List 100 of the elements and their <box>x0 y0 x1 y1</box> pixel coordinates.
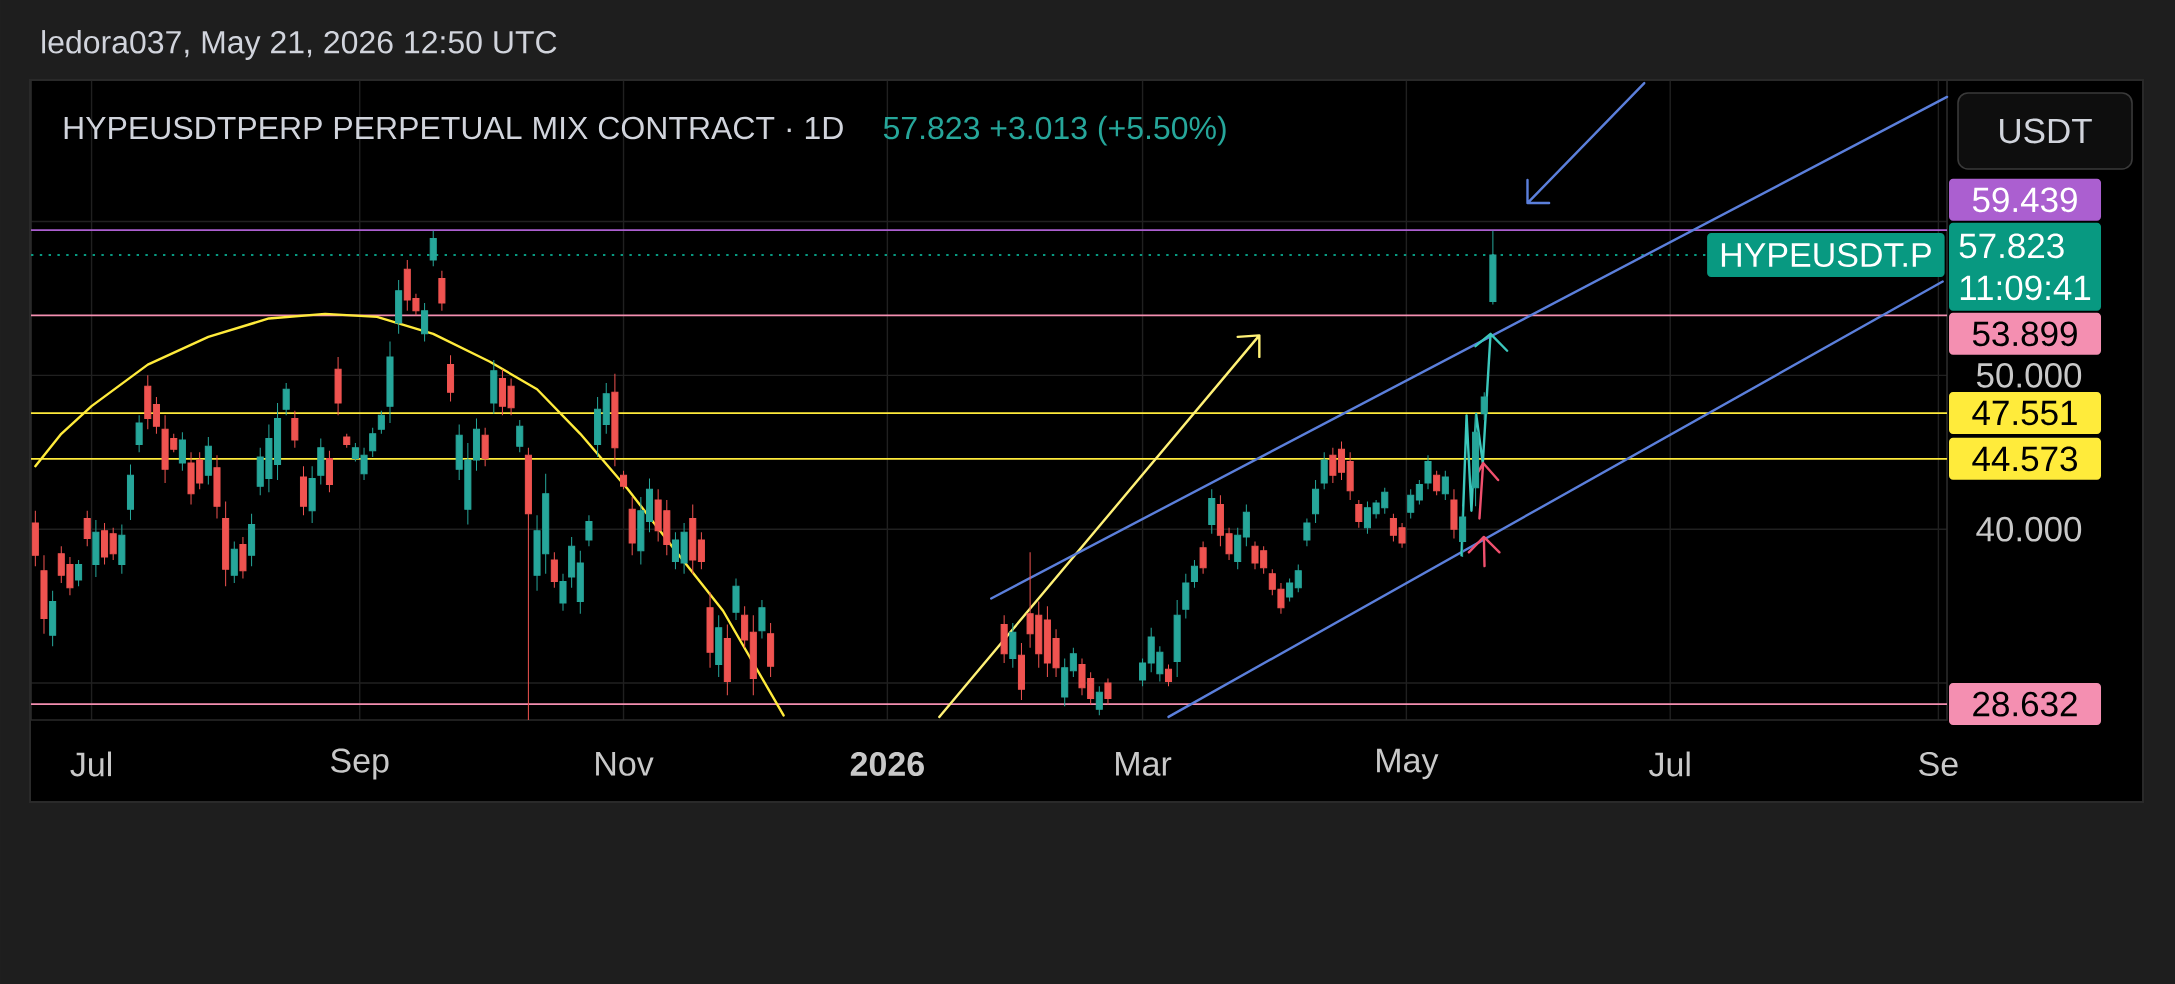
y-tick-label: 40.000 <box>1976 516 2082 542</box>
candlestick <box>1182 573 1190 619</box>
candlestick <box>447 354 455 403</box>
candlestick <box>689 504 697 575</box>
candlestick <box>1407 488 1415 519</box>
ref-line-label: 28.632 <box>1973 691 2077 717</box>
x-tick-label: Mar <box>1116 752 1172 776</box>
candlestick <box>325 450 333 493</box>
annotation: HYPEUSDT.P <box>1721 242 1931 268</box>
candlestick <box>550 551 558 589</box>
candlestick <box>31 510 39 567</box>
text: ledora037, May 21, 2026 12:50 UTC <box>42 30 557 60</box>
candlestick <box>585 514 593 547</box>
candlestick <box>481 427 489 467</box>
text: HYPEUSDTPERP PERPETUAL MIX CONTRACT · 1D <box>64 116 843 140</box>
candlestick <box>1061 657 1069 707</box>
candlestick <box>1450 488 1458 539</box>
y-tick-label: 50.000 <box>1976 362 2082 388</box>
candlestick <box>723 624 731 696</box>
candlestick <box>715 614 723 678</box>
candlestick <box>109 527 117 561</box>
candlestick <box>1489 230 1497 306</box>
candlestick <box>152 396 160 435</box>
candlestick <box>421 302 429 343</box>
candlestick <box>438 270 446 312</box>
candlestick <box>1424 454 1432 490</box>
candlestick <box>101 522 109 566</box>
candlestick <box>524 447 532 721</box>
candlestick <box>126 464 135 521</box>
y-axis-title: USDT <box>2000 118 2092 144</box>
candlestick <box>628 496 636 556</box>
candlestick <box>369 427 377 458</box>
candlestick <box>222 501 230 587</box>
candlestick <box>75 559 83 587</box>
candlestick <box>1234 527 1242 570</box>
candlestick <box>1000 614 1008 664</box>
candlestick <box>230 541 238 584</box>
candlestick <box>741 605 749 649</box>
candlestick <box>1320 451 1328 490</box>
candlestick <box>118 524 126 575</box>
candlestick <box>758 599 766 639</box>
candlestick <box>239 536 247 579</box>
candlestick <box>620 470 628 490</box>
candlestick <box>1139 657 1147 687</box>
candlestick <box>602 382 610 435</box>
x-tick-label: Nov <box>596 752 654 776</box>
candlestick <box>1433 470 1441 496</box>
candlestick <box>568 536 576 589</box>
candlestick <box>282 382 290 416</box>
candlestick <box>377 410 385 435</box>
candlestick <box>1242 504 1250 547</box>
candlestick <box>1009 622 1017 669</box>
candlestick <box>594 396 602 458</box>
x-tick-label: Jul <box>70 751 111 777</box>
candlestick <box>144 374 152 430</box>
candlestick <box>576 550 584 615</box>
candlestick <box>40 554 48 635</box>
candlestick <box>308 465 316 524</box>
candlestick <box>386 341 394 424</box>
candlestick <box>135 414 143 453</box>
candlestick <box>83 510 91 547</box>
candlestick <box>291 410 299 449</box>
candlestick <box>697 531 705 570</box>
candlestick <box>1303 517 1311 547</box>
candlestick <box>248 513 256 567</box>
candlestick <box>490 359 498 415</box>
candlestick <box>317 437 325 486</box>
candlestick <box>1312 479 1320 524</box>
candlestick <box>516 419 524 453</box>
candlestick <box>1199 541 1207 575</box>
candlestick <box>92 519 100 578</box>
candlestick <box>732 577 740 621</box>
x-tick-label: Sep <box>331 748 389 780</box>
candlestick <box>395 279 403 335</box>
candlestick <box>213 454 221 519</box>
candlestick <box>1173 599 1181 678</box>
candlestick <box>429 230 437 267</box>
x-tick-label: May <box>1377 748 1439 780</box>
candlestick <box>343 433 351 449</box>
candlestick <box>204 436 212 486</box>
candlestick <box>1095 685 1103 716</box>
candlestick <box>1069 647 1077 678</box>
ref-line-label: 59.439 <box>1972 187 2077 213</box>
line-series <box>938 334 1261 719</box>
candlestick <box>1472 413 1480 507</box>
candlestick <box>559 573 567 612</box>
candlestick <box>49 590 57 647</box>
text: 11:09:41 <box>1960 275 2091 301</box>
x-tick-label: Se <box>1919 751 1958 777</box>
candlestick <box>1164 664 1173 687</box>
ref-line-label: 57.823 <box>1959 233 2064 259</box>
candlestick <box>767 622 775 678</box>
candlestick <box>299 465 308 516</box>
line-series <box>1475 461 1500 520</box>
candlestick <box>706 591 714 669</box>
ref-line-label: 47.551 <box>1972 400 2077 426</box>
candlestick <box>1294 564 1302 593</box>
candlestick <box>1480 391 1488 421</box>
candlestick <box>1441 470 1449 501</box>
candlestick <box>611 373 619 467</box>
